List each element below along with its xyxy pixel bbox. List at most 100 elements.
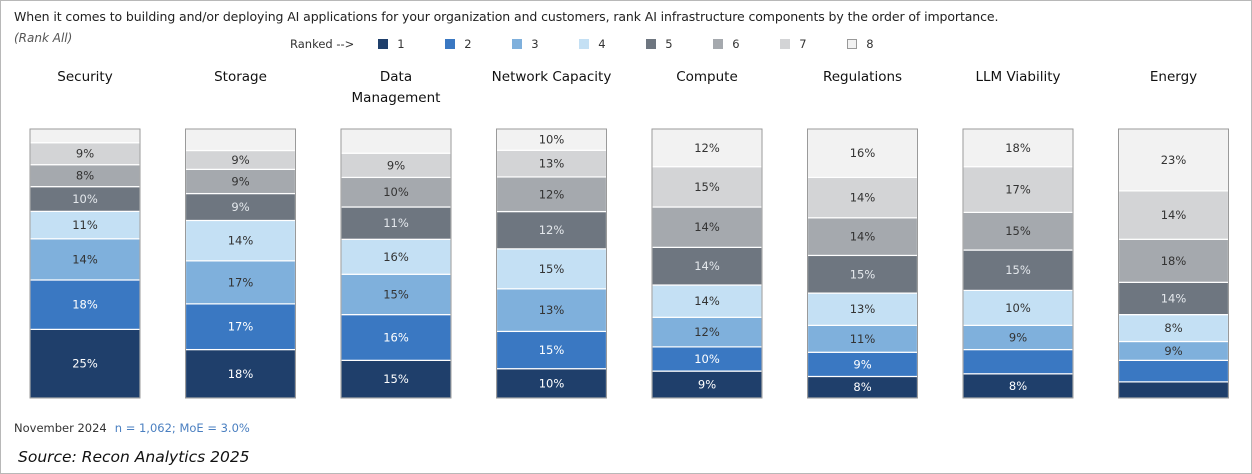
data-label: 15%	[539, 343, 565, 357]
sample-size: n = 1,062; MoE = 3.0%	[114, 421, 250, 435]
data-label: 10%	[383, 185, 409, 199]
legend-item-2: 2	[445, 37, 512, 51]
data-label: 9%	[231, 153, 249, 167]
category-label: Security	[57, 69, 112, 85]
data-label: 12%	[539, 223, 565, 237]
data-label: 11%	[383, 216, 409, 230]
bar-segment	[1117, 128, 1230, 192]
data-label: 15%	[694, 180, 720, 194]
category-label: Regulations	[823, 69, 902, 85]
legend-swatch	[512, 39, 523, 49]
data-label: 10%	[539, 376, 565, 390]
bar-segment	[340, 128, 452, 154]
data-label: 14%	[1161, 208, 1187, 222]
data-label: 9%	[698, 378, 716, 392]
data-label: 11%	[72, 218, 98, 232]
data-label: 8%	[853, 380, 871, 394]
legend-swatch	[847, 39, 858, 49]
data-label: 18%	[72, 298, 98, 312]
legend-label: 2	[464, 37, 472, 51]
bar-segment	[29, 279, 141, 330]
data-label: 10%	[694, 352, 720, 366]
bar-segment	[29, 328, 141, 399]
category-label: Network Capacity	[492, 69, 612, 85]
legend-label: 6	[732, 37, 740, 51]
legend-item-8: 8	[847, 37, 914, 51]
bar-segment	[806, 351, 919, 378]
data-label: 8%	[1009, 379, 1027, 393]
category-label: Energy	[1150, 69, 1197, 85]
legend-label: 3	[531, 37, 539, 51]
legend-item-6: 6	[713, 37, 780, 51]
bar-segment	[495, 288, 608, 333]
bar-segment	[962, 128, 1074, 168]
category-label: Data Management	[352, 69, 441, 106]
bar-segment	[340, 176, 452, 208]
bar-outline	[1118, 128, 1229, 399]
bar-segment	[651, 206, 763, 248]
bar-segment	[806, 128, 919, 179]
legend: Ranked --> 1 2 3 4 5 6 7 8	[290, 36, 914, 52]
bar-segment	[962, 211, 1074, 251]
bar-segment	[184, 260, 297, 305]
bar-segment	[184, 303, 297, 351]
legend-swatch	[579, 39, 590, 49]
legend-item-5: 5	[646, 37, 713, 51]
bar-outline	[496, 128, 607, 399]
data-label: 25%	[72, 357, 98, 371]
data-label: 14%	[228, 234, 254, 248]
legend-label: 1	[397, 37, 405, 51]
data-label: 17%	[1005, 183, 1031, 197]
bar-segment	[962, 289, 1074, 326]
bar-segment	[1117, 281, 1230, 316]
bar-segment	[29, 128, 141, 144]
data-label: 23%	[1161, 153, 1187, 167]
footer-info: November 2024 n = 1,062; MoE = 3.0%	[14, 421, 250, 435]
legend-item-1: 1	[378, 37, 445, 51]
survey-date: November 2024	[14, 421, 107, 435]
legend-item-7: 7	[780, 37, 847, 51]
data-label: 15%	[1005, 224, 1031, 238]
data-label: 14%	[1161, 291, 1187, 305]
bar-segment	[340, 359, 452, 399]
bar-segment	[495, 210, 608, 250]
category-label: Storage	[214, 69, 267, 85]
bar-segment	[184, 168, 297, 195]
bar-outline	[185, 128, 296, 399]
bar-outline	[807, 128, 918, 399]
bar-segment	[495, 248, 608, 290]
data-label: 9%	[231, 174, 249, 188]
bar-segment	[1117, 381, 1230, 399]
legend-swatch	[713, 39, 724, 49]
data-label: 18%	[1161, 254, 1187, 268]
rank-note: (Rank All)	[14, 31, 73, 45]
data-label: 14%	[850, 230, 876, 244]
data-label: 15%	[850, 267, 876, 281]
data-label: 8%	[1164, 321, 1182, 335]
data-label: 14%	[694, 220, 720, 234]
data-label: 18%	[1005, 141, 1031, 155]
bar-outline	[340, 128, 452, 399]
legend-swatch	[445, 39, 456, 49]
data-label: 8%	[76, 169, 94, 183]
data-label: 13%	[539, 303, 565, 317]
legend-label: 4	[598, 37, 606, 51]
data-label: 12%	[539, 187, 565, 201]
legend-title: Ranked -->	[290, 37, 355, 51]
data-label: 12%	[694, 141, 720, 155]
data-label: 16%	[383, 250, 409, 264]
data-label: 9%	[76, 147, 94, 161]
data-label: 14%	[694, 294, 720, 308]
data-label: 9%	[1009, 330, 1027, 344]
bar-segment	[806, 254, 919, 294]
data-label: 15%	[383, 287, 409, 301]
legend-swatch	[646, 39, 657, 49]
bar-segment	[340, 314, 452, 361]
data-label: 11%	[850, 332, 876, 346]
legend-label: 7	[799, 37, 807, 51]
legend-label: 5	[665, 37, 673, 51]
bar-segment	[29, 210, 141, 240]
data-label: 15%	[539, 262, 565, 276]
bar-segment	[651, 316, 763, 348]
